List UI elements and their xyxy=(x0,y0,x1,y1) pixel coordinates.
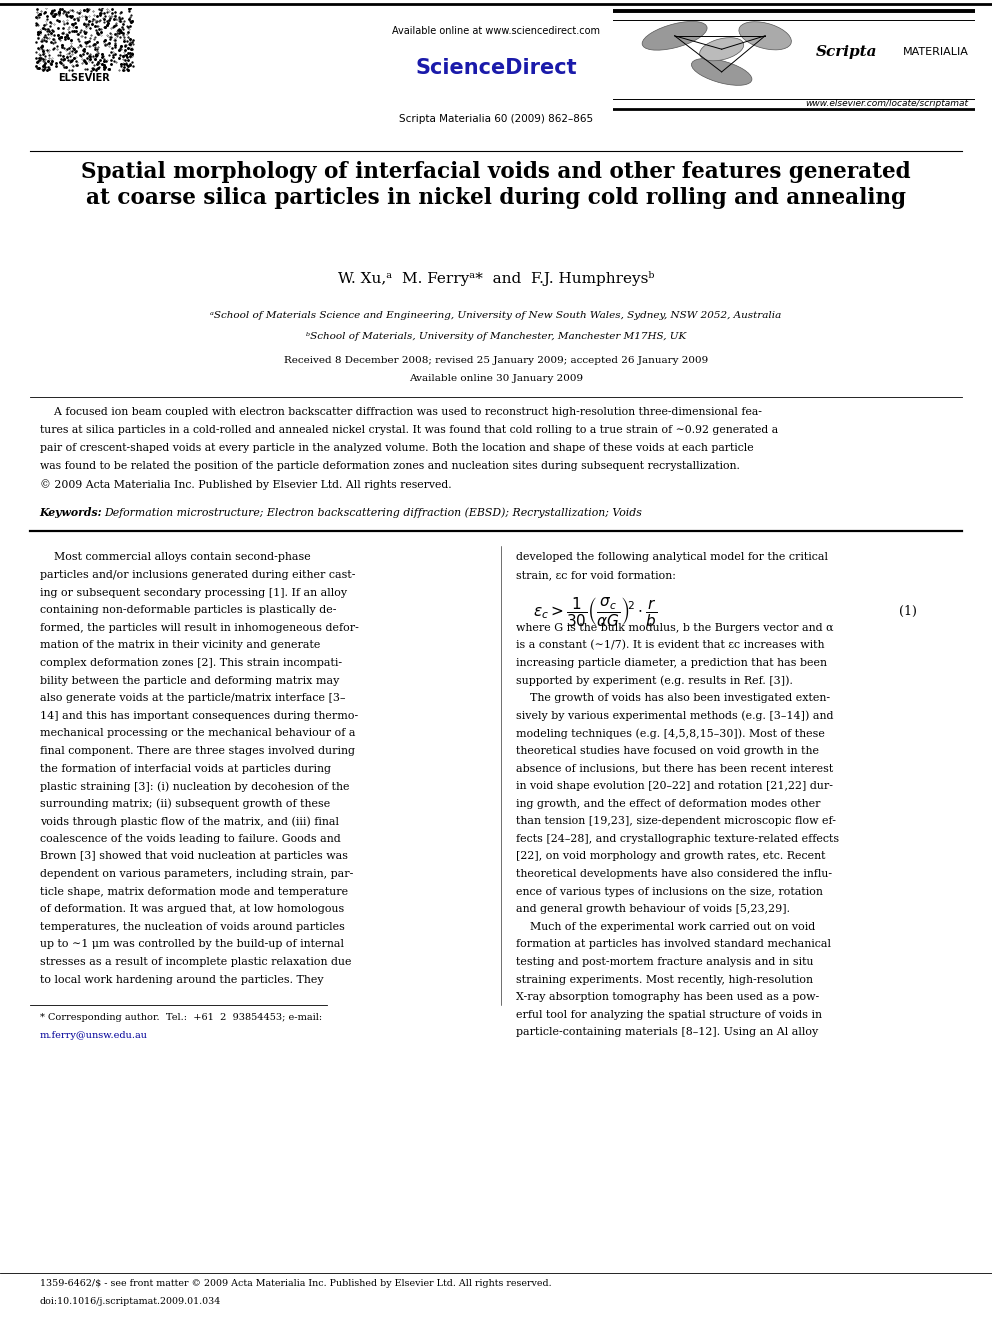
Text: ELSEVIER: ELSEVIER xyxy=(59,73,110,83)
Text: The growth of voids has also been investigated exten-: The growth of voids has also been invest… xyxy=(516,693,830,703)
Text: (1): (1) xyxy=(899,605,917,618)
Text: testing and post-mortem fracture analysis and in situ: testing and post-mortem fracture analysi… xyxy=(516,957,813,967)
Ellipse shape xyxy=(691,58,752,85)
Text: Available online at www.sciencedirect.com: Available online at www.sciencedirect.co… xyxy=(392,26,600,37)
Text: where G is the bulk modulus, b the Burgers vector and α: where G is the bulk modulus, b the Burge… xyxy=(516,623,833,632)
Text: 14] and this has important consequences during thermo-: 14] and this has important consequences … xyxy=(40,710,358,721)
Text: ing or subsequent secondary processing [1]. If an alloy: ing or subsequent secondary processing [… xyxy=(40,587,347,598)
Text: is a constant (∼1/7). It is evident that εc increases with: is a constant (∼1/7). It is evident that… xyxy=(516,640,824,651)
Text: temperatures, the nucleation of voids around particles: temperatures, the nucleation of voids ar… xyxy=(40,922,344,931)
Text: was found to be related the position of the particle deformation zones and nucle: was found to be related the position of … xyxy=(40,462,740,471)
Text: the formation of interfacial voids at particles during: the formation of interfacial voids at pa… xyxy=(40,763,330,774)
Text: containing non-deformable particles is plastically de-: containing non-deformable particles is p… xyxy=(40,605,336,615)
Text: bility between the particle and deforming matrix may: bility between the particle and deformin… xyxy=(40,676,339,685)
Text: absence of inclusions, but there has been recent interest: absence of inclusions, but there has bee… xyxy=(516,763,833,774)
Text: Most commercial alloys contain second-phase: Most commercial alloys contain second-ph… xyxy=(40,553,310,562)
Text: Keywords:: Keywords: xyxy=(40,508,106,519)
Text: Brown [3] showed that void nucleation at particles was: Brown [3] showed that void nucleation at… xyxy=(40,852,347,861)
Text: particles and/or inclusions generated during either cast-: particles and/or inclusions generated du… xyxy=(40,570,355,579)
Text: ScienceDirect: ScienceDirect xyxy=(416,58,576,78)
Text: increasing particle diameter, a prediction that has been: increasing particle diameter, a predicti… xyxy=(516,658,827,668)
Text: of deformation. It was argued that, at low homologous: of deformation. It was argued that, at l… xyxy=(40,905,344,914)
Text: Received 8 December 2008; revised 25 January 2009; accepted 26 January 2009: Received 8 December 2008; revised 25 Jan… xyxy=(284,356,708,365)
Text: www.elsevier.com/locate/scriptamat: www.elsevier.com/locate/scriptamat xyxy=(805,99,968,108)
Text: pair of crescent-shaped voids at every particle in the analyzed volume. Both the: pair of crescent-shaped voids at every p… xyxy=(40,443,753,454)
Text: stresses as a result of incomplete plastic relaxation due: stresses as a result of incomplete plast… xyxy=(40,957,351,967)
Text: mechanical processing or the mechanical behaviour of a: mechanical processing or the mechanical … xyxy=(40,729,355,738)
Text: Deformation microstructure; Electron backscattering diffraction (EBSD); Recrysta: Deformation microstructure; Electron bac… xyxy=(104,508,642,517)
Text: * Corresponding author.  Tel.:  +61  2  93854453; e-mail:: * Corresponding author. Tel.: +61 2 9385… xyxy=(40,1013,321,1023)
Text: Scripta Materialia 60 (2009) 862–865: Scripta Materialia 60 (2009) 862–865 xyxy=(399,114,593,124)
Text: ticle shape, matrix deformation mode and temperature: ticle shape, matrix deformation mode and… xyxy=(40,886,348,897)
Text: ᵇSchool of Materials, University of Manchester, Manchester M17HS, UK: ᵇSchool of Materials, University of Manc… xyxy=(306,332,686,341)
Text: fects [24–28], and crystallographic texture-related effects: fects [24–28], and crystallographic text… xyxy=(516,833,839,844)
Text: surrounding matrix; (ii) subsequent growth of these: surrounding matrix; (ii) subsequent grow… xyxy=(40,799,330,810)
Text: 1359-6462/$ - see front matter © 2009 Acta Materialia Inc. Published by Elsevier: 1359-6462/$ - see front matter © 2009 Ac… xyxy=(40,1279,552,1289)
Text: ence of various types of inclusions on the size, rotation: ence of various types of inclusions on t… xyxy=(516,886,822,897)
Text: tures at silica particles in a cold-rolled and annealed nickel crystal. It was f: tures at silica particles in a cold-roll… xyxy=(40,426,778,435)
Text: and general growth behaviour of voids [5,23,29].: and general growth behaviour of voids [5… xyxy=(516,905,790,914)
Text: doi:10.1016/j.scriptamat.2009.01.034: doi:10.1016/j.scriptamat.2009.01.034 xyxy=(40,1297,221,1306)
Text: final component. There are three stages involved during: final component. There are three stages … xyxy=(40,746,355,755)
Text: m.ferry@unsw.edu.au: m.ferry@unsw.edu.au xyxy=(40,1031,148,1040)
Text: developed the following analytical model for the critical: developed the following analytical model… xyxy=(516,553,828,562)
Text: A focused ion beam coupled with electron backscatter diffraction was used to rec: A focused ion beam coupled with electron… xyxy=(40,407,762,418)
Text: [22], on void morphology and growth rates, etc. Recent: [22], on void morphology and growth rate… xyxy=(516,852,825,861)
Text: particle-containing materials [8–12]. Using an Al alloy: particle-containing materials [8–12]. Us… xyxy=(516,1028,818,1037)
Text: Scripta: Scripta xyxy=(815,45,877,60)
Text: theoretical developments have also considered the influ-: theoretical developments have also consi… xyxy=(516,869,832,878)
Text: also generate voids at the particle/matrix interface [3–: also generate voids at the particle/matr… xyxy=(40,693,345,703)
Ellipse shape xyxy=(699,37,744,61)
Text: voids through plastic flow of the matrix, and (iii) final: voids through plastic flow of the matrix… xyxy=(40,816,338,827)
Text: ᵃSchool of Materials Science and Engineering, University of New South Wales, Syd: ᵃSchool of Materials Science and Enginee… xyxy=(210,311,782,320)
Text: W. Xu,ᵃ  M. Ferryᵃ*  and  F.J. Humphreysᵇ: W. Xu,ᵃ M. Ferryᵃ* and F.J. Humphreysᵇ xyxy=(337,271,655,286)
Text: formed, the particles will result in inhomogeneous defor-: formed, the particles will result in inh… xyxy=(40,623,358,632)
Text: supported by experiment (e.g. results in Ref. [3]).: supported by experiment (e.g. results in… xyxy=(516,676,793,687)
Text: $\varepsilon_c > \dfrac{1}{30}\left(\dfrac{\sigma_c}{\alpha G}\right)^{\!2} \cdo: $\varepsilon_c > \dfrac{1}{30}\left(\dfr… xyxy=(533,594,658,627)
Text: than tension [19,23], size-dependent microscopic flow ef-: than tension [19,23], size-dependent mic… xyxy=(516,816,836,827)
Text: up to ∼1 μm was controlled by the build-up of internal: up to ∼1 μm was controlled by the build-… xyxy=(40,939,343,950)
Text: Available online 30 January 2009: Available online 30 January 2009 xyxy=(409,374,583,384)
Text: sively by various experimental methods (e.g. [3–14]) and: sively by various experimental methods (… xyxy=(516,710,833,721)
Text: modeling techniques (e.g. [4,5,8,15–30]). Most of these: modeling techniques (e.g. [4,5,8,15–30])… xyxy=(516,729,824,738)
Text: strain, εc for void formation:: strain, εc for void formation: xyxy=(516,570,676,579)
Text: dependent on various parameters, including strain, par-: dependent on various parameters, includi… xyxy=(40,869,353,878)
Text: MATERIALIA: MATERIALIA xyxy=(903,48,968,57)
Text: in void shape evolution [20–22] and rotation [21,22] dur-: in void shape evolution [20–22] and rota… xyxy=(516,781,833,791)
Ellipse shape xyxy=(642,21,707,50)
Text: mation of the matrix in their vicinity and generate: mation of the matrix in their vicinity a… xyxy=(40,640,320,651)
Text: plastic straining [3]: (i) nucleation by decohesion of the: plastic straining [3]: (i) nucleation by… xyxy=(40,781,349,791)
Text: Much of the experimental work carried out on void: Much of the experimental work carried ou… xyxy=(516,922,815,931)
Text: formation at particles has involved standard mechanical: formation at particles has involved stan… xyxy=(516,939,831,950)
Text: © 2009 Acta Materialia Inc. Published by Elsevier Ltd. All rights reserved.: © 2009 Acta Materialia Inc. Published by… xyxy=(40,479,451,490)
Text: X-ray absorption tomography has been used as a pow-: X-ray absorption tomography has been use… xyxy=(516,992,819,1003)
Text: coalescence of the voids leading to failure. Goods and: coalescence of the voids leading to fail… xyxy=(40,833,340,844)
Text: Spatial morphology of interfacial voids and other features generated
at coarse s: Spatial morphology of interfacial voids … xyxy=(81,161,911,209)
Text: to local work hardening around the particles. They: to local work hardening around the parti… xyxy=(40,975,323,984)
Text: complex deformation zones [2]. This strain incompati-: complex deformation zones [2]. This stra… xyxy=(40,658,342,668)
Ellipse shape xyxy=(739,21,792,50)
Text: ing growth, and the effect of deformation modes other: ing growth, and the effect of deformatio… xyxy=(516,799,820,808)
Text: straining experiments. Most recently, high-resolution: straining experiments. Most recently, hi… xyxy=(516,975,812,984)
Text: erful tool for analyzing the spatial structure of voids in: erful tool for analyzing the spatial str… xyxy=(516,1009,821,1020)
Text: theoretical studies have focused on void growth in the: theoretical studies have focused on void… xyxy=(516,746,818,755)
